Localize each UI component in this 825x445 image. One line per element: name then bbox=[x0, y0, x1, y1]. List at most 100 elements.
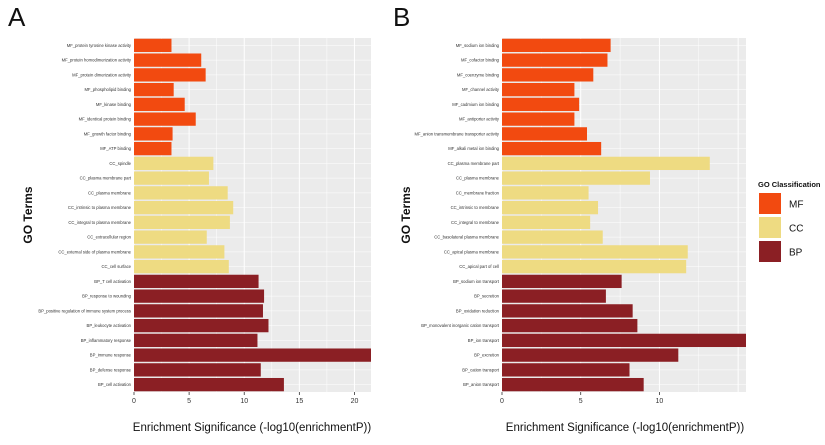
category-label: MF_kinase binding bbox=[96, 102, 132, 107]
category-label: BP_T cell activation bbox=[94, 279, 131, 284]
bar-mf bbox=[502, 97, 580, 112]
panel-b: B MF_sodium ion binding MF_cofactor bindin… bbox=[393, 2, 746, 434]
category-label: CC_intrinsic to plasma membrane bbox=[68, 205, 132, 210]
category-label: MF_antiporter activity bbox=[459, 117, 500, 122]
bar-bp bbox=[134, 333, 258, 348]
category-label: CC_extracellular region bbox=[87, 235, 131, 240]
legend-label-cc: CC bbox=[789, 224, 803, 235]
category-label: MF_ATP binding bbox=[100, 146, 131, 151]
category-label: CC_cell surface bbox=[101, 264, 131, 269]
bar-bp bbox=[502, 348, 679, 362]
category-label: BP_cell activation bbox=[98, 382, 132, 387]
legend-title: GO Classification bbox=[758, 180, 821, 189]
category-label: BP_secretion bbox=[474, 294, 500, 299]
category-label: CC_integral to membrane bbox=[451, 220, 500, 225]
bar-cc bbox=[134, 230, 207, 244]
category-label: CC_external side of plasma membrane bbox=[58, 249, 131, 254]
category-label: MF_alkali metal ion binding bbox=[448, 146, 499, 151]
bar-mf bbox=[502, 82, 575, 97]
bar-mf bbox=[134, 53, 202, 67]
category-label: MF_coenzyme binding bbox=[457, 72, 500, 77]
bar-cc bbox=[502, 230, 603, 244]
x-tick-label: 0 bbox=[500, 398, 504, 405]
bar-mf bbox=[134, 141, 172, 156]
x-tick-label: 10 bbox=[656, 398, 664, 405]
bar-mf bbox=[502, 141, 602, 156]
x-axis-title: Enrichment Significance (-log10(enrichme… bbox=[506, 422, 745, 434]
bar-bp bbox=[502, 289, 606, 303]
bar-cc bbox=[134, 245, 225, 259]
bar-cc bbox=[134, 171, 209, 185]
bar-mf bbox=[502, 53, 608, 67]
y-axis-title: GO Terms bbox=[399, 186, 413, 243]
bar-cc bbox=[502, 171, 650, 185]
bar-mf bbox=[134, 38, 172, 53]
bar-mf bbox=[134, 127, 173, 141]
category-label: CC_apical part of cell bbox=[459, 264, 499, 269]
category-label: MF_cadmium ion binding bbox=[452, 102, 499, 107]
x-tick-label: 0 bbox=[132, 398, 136, 405]
category-label: CC_integral to plasma membrane bbox=[68, 220, 131, 225]
x-tick-label: 10 bbox=[240, 398, 248, 405]
category-label: CC_plasma membrane part bbox=[448, 161, 500, 166]
panel-letter: B bbox=[393, 2, 410, 32]
legend: GO Classification MF CC BP bbox=[758, 180, 821, 262]
category-label: CC_plasma membrane part bbox=[80, 176, 132, 181]
bar-cc bbox=[502, 156, 710, 171]
x-tick-label: 15 bbox=[295, 398, 303, 405]
bar-mf bbox=[502, 68, 594, 82]
bar-bp bbox=[502, 363, 630, 377]
bar-bp bbox=[134, 348, 371, 362]
category-label: MF_cofactor binding bbox=[461, 58, 500, 63]
bar-cc bbox=[502, 200, 599, 215]
bar-bp bbox=[502, 377, 644, 392]
plot-background bbox=[134, 38, 371, 392]
bar-cc bbox=[502, 259, 687, 274]
x-tick-label: 20 bbox=[351, 398, 359, 405]
category-label: BP_monovalent inorganic cation transport bbox=[421, 323, 500, 328]
bar-mf bbox=[502, 38, 611, 53]
category-label: BP_cation transport bbox=[462, 367, 500, 372]
category-label: BP_anion transport bbox=[463, 382, 500, 387]
bar-mf bbox=[502, 112, 575, 126]
bar-mf bbox=[134, 82, 174, 97]
x-tick-label: 5 bbox=[579, 398, 583, 405]
bar-bp bbox=[502, 304, 633, 318]
category-label: CC_plasma membrane bbox=[88, 190, 132, 195]
legend-swatch-cc bbox=[759, 217, 781, 238]
bar-bp bbox=[134, 377, 284, 392]
category-label: BP_leukocyte activation bbox=[87, 323, 132, 328]
x-tick-label: 5 bbox=[187, 398, 191, 405]
category-label: BP_ion transport bbox=[468, 338, 500, 343]
category-label: BP_inflammatory response bbox=[81, 338, 132, 343]
bar-bp bbox=[502, 333, 746, 348]
legend-label-bp: BP bbox=[789, 248, 803, 259]
x-axis-title: Enrichment Significance (-log10(enrichme… bbox=[133, 422, 372, 434]
bar-cc bbox=[134, 259, 229, 274]
category-label: MF_growth factor binding bbox=[84, 131, 132, 136]
bar-cc bbox=[502, 245, 688, 259]
y-axis-title: GO Terms bbox=[21, 186, 35, 243]
panel-a: A MF_protein tyrosine kinase activity MF_p… bbox=[8, 2, 371, 434]
category-label: MF_anion transmembrane transporter activ… bbox=[415, 131, 500, 136]
bar-bp bbox=[134, 363, 261, 377]
category-label: CC_plasma membrane bbox=[456, 176, 500, 181]
bar-bp bbox=[502, 274, 622, 289]
category-label: MF_phospholipid binding bbox=[84, 87, 131, 92]
category-label: BP_oxidation reduction bbox=[456, 308, 500, 313]
bar-cc bbox=[134, 200, 234, 215]
panel-letter: A bbox=[8, 2, 26, 32]
bar-cc bbox=[134, 186, 228, 200]
category-label: BP_excretion bbox=[474, 353, 500, 358]
bar-bp bbox=[134, 318, 269, 333]
bar-mf bbox=[134, 68, 206, 82]
category-label: BP_positive regulation of immune system … bbox=[38, 308, 131, 313]
bar-cc bbox=[134, 156, 214, 171]
bar-mf bbox=[134, 97, 185, 112]
bar-bp bbox=[134, 304, 263, 318]
bar-mf bbox=[134, 112, 196, 126]
category-label: BP_defense response bbox=[90, 367, 132, 372]
bar-bp bbox=[502, 318, 638, 333]
bar-cc bbox=[502, 215, 591, 230]
